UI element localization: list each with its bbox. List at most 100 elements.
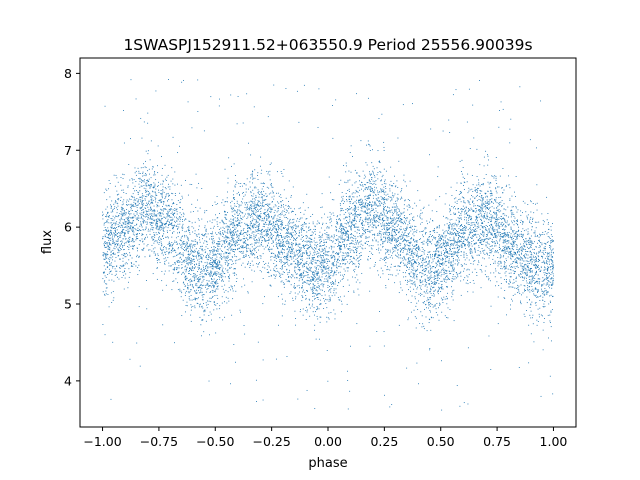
data-point xyxy=(354,226,355,228)
data-point xyxy=(449,237,451,239)
data-point xyxy=(298,255,300,257)
data-point xyxy=(172,268,174,270)
data-point xyxy=(404,235,406,236)
data-point xyxy=(217,273,219,275)
data-point xyxy=(437,241,438,243)
data-point xyxy=(354,243,356,245)
data-point xyxy=(458,262,460,264)
data-point xyxy=(166,213,168,215)
data-point xyxy=(154,236,156,238)
data-point xyxy=(494,200,496,201)
data-point xyxy=(141,217,142,219)
data-point xyxy=(279,220,281,222)
data-point xyxy=(270,275,272,277)
data-point xyxy=(422,266,424,268)
data-point xyxy=(410,230,412,232)
data-point xyxy=(434,252,436,254)
data-point xyxy=(318,249,320,250)
data-point xyxy=(466,255,468,256)
data-point xyxy=(499,254,501,256)
data-point xyxy=(250,225,252,227)
data-point xyxy=(529,272,531,273)
data-point xyxy=(552,262,554,264)
data-point xyxy=(151,168,153,170)
data-point xyxy=(338,265,340,267)
data-point xyxy=(506,233,508,235)
data-point xyxy=(303,270,305,272)
data-point xyxy=(456,273,458,275)
data-point xyxy=(154,191,156,193)
data-point xyxy=(535,246,537,248)
data-point xyxy=(277,219,279,221)
data-point xyxy=(352,276,354,278)
data-point xyxy=(219,267,221,269)
data-point xyxy=(275,231,277,233)
data-point xyxy=(262,183,264,184)
data-point xyxy=(428,240,430,242)
data-point xyxy=(347,379,349,381)
data-point xyxy=(390,240,392,242)
data-point xyxy=(334,281,336,283)
data-point xyxy=(406,241,408,243)
data-point xyxy=(445,193,447,195)
data-point xyxy=(172,214,174,216)
data-point xyxy=(445,217,447,219)
data-point xyxy=(385,188,387,189)
data-point xyxy=(230,235,232,237)
data-point xyxy=(149,230,151,232)
data-point xyxy=(441,299,443,301)
data-point xyxy=(498,208,500,210)
data-point xyxy=(227,271,229,273)
data-point xyxy=(123,274,125,276)
data-point xyxy=(194,290,196,292)
data-point xyxy=(373,168,375,170)
data-point xyxy=(133,245,135,247)
data-point xyxy=(156,224,158,226)
data-point xyxy=(336,252,338,253)
data-point xyxy=(533,293,535,295)
data-point xyxy=(230,230,232,232)
data-point xyxy=(230,207,232,209)
data-point xyxy=(285,88,287,89)
data-point xyxy=(464,202,466,204)
data-point xyxy=(363,183,365,185)
data-point xyxy=(388,278,390,280)
data-point xyxy=(251,254,253,256)
data-point xyxy=(486,246,488,248)
data-point xyxy=(213,287,215,289)
data-point xyxy=(110,270,112,272)
data-point xyxy=(481,219,482,221)
data-point xyxy=(478,195,480,197)
data-point xyxy=(271,209,273,210)
data-point xyxy=(343,263,345,264)
data-point xyxy=(354,219,356,221)
data-point xyxy=(264,212,265,214)
data-point xyxy=(383,232,385,234)
data-point xyxy=(206,258,208,260)
data-point xyxy=(407,234,409,235)
data-point xyxy=(514,233,516,234)
data-point xyxy=(401,289,403,291)
data-point xyxy=(413,288,415,290)
data-point xyxy=(286,253,288,255)
data-point xyxy=(452,276,454,278)
data-point xyxy=(467,210,469,212)
data-point xyxy=(487,241,488,243)
data-point xyxy=(548,280,550,282)
data-point xyxy=(206,244,208,245)
data-point xyxy=(230,236,232,238)
data-point xyxy=(169,216,171,218)
data-point xyxy=(352,243,354,245)
data-point xyxy=(271,255,273,257)
data-point xyxy=(384,253,386,255)
data-point xyxy=(330,192,332,194)
data-point xyxy=(341,311,342,313)
data-point xyxy=(409,267,411,269)
data-point xyxy=(169,251,171,253)
data-point xyxy=(546,293,548,295)
data-point xyxy=(349,234,351,236)
data-point xyxy=(483,234,485,236)
data-point xyxy=(268,272,270,274)
data-point xyxy=(425,242,427,244)
data-point xyxy=(172,213,174,215)
